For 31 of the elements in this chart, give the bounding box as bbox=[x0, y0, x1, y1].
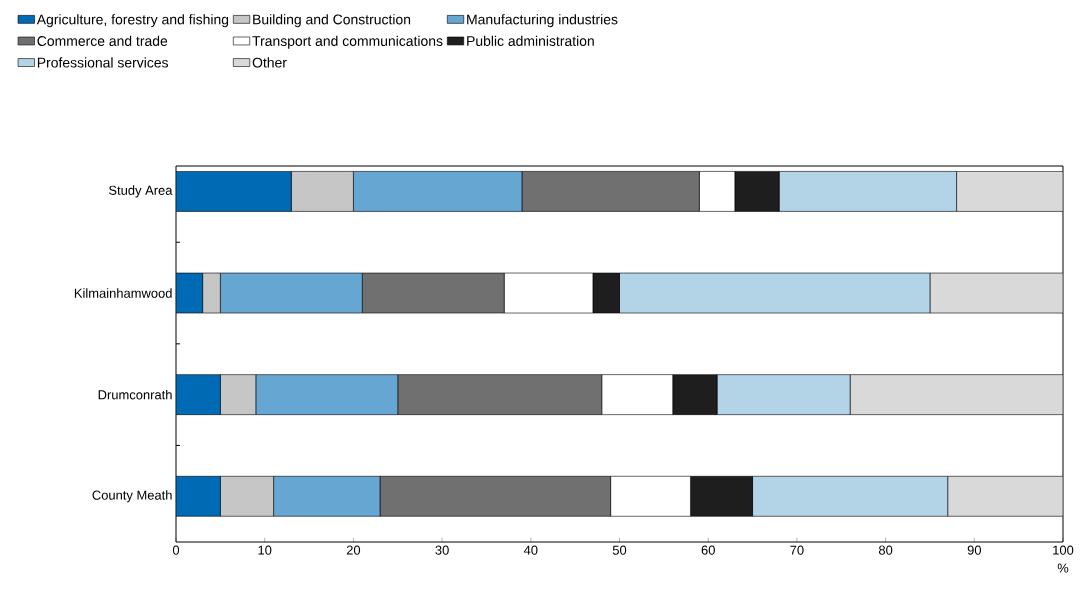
bar bbox=[929, 272, 1064, 314]
y-tick-label: Study Area bbox=[109, 185, 173, 198]
x-tick-label: 10 bbox=[258, 545, 272, 555]
legend-label: Commerce and trade bbox=[37, 35, 168, 46]
x-tick-label: 20 bbox=[346, 545, 361, 555]
x-tick-label: 80 bbox=[878, 545, 893, 555]
x-tick-label: 60 bbox=[701, 545, 715, 555]
x-tick-label: 70 bbox=[790, 545, 804, 555]
y-tick-label: Drumconrath bbox=[98, 389, 172, 400]
legend-label: Other bbox=[252, 57, 287, 68]
legend-label: Manufacturing industries bbox=[467, 14, 618, 28]
bar bbox=[947, 475, 1064, 517]
y-tick-label: County Meath bbox=[92, 490, 172, 503]
bar bbox=[176, 171, 292, 212]
bar bbox=[176, 374, 221, 415]
legend-label: Public administration bbox=[467, 35, 594, 46]
x-tick-label: 40 bbox=[523, 545, 538, 555]
y-tick-label: Kilmainhamwood bbox=[74, 288, 172, 298]
bar bbox=[956, 171, 1064, 212]
bar bbox=[849, 374, 1064, 415]
bar bbox=[176, 475, 221, 517]
x-tick-label: 50 bbox=[612, 545, 627, 555]
x-tick-label: 0 bbox=[172, 545, 180, 555]
x-tick-label: 90 bbox=[967, 545, 982, 555]
legend-label: Building and Construction bbox=[253, 14, 411, 28]
x-axis-title: % bbox=[1057, 563, 1069, 573]
x-tick-label: 30 bbox=[435, 545, 449, 555]
x-tick-label: 100 bbox=[1053, 545, 1074, 555]
legend-label: Transport and communications bbox=[252, 35, 443, 49]
legend-label: Professional services bbox=[37, 57, 169, 68]
legend-label: Agriculture, forestry and fishing bbox=[36, 14, 229, 28]
